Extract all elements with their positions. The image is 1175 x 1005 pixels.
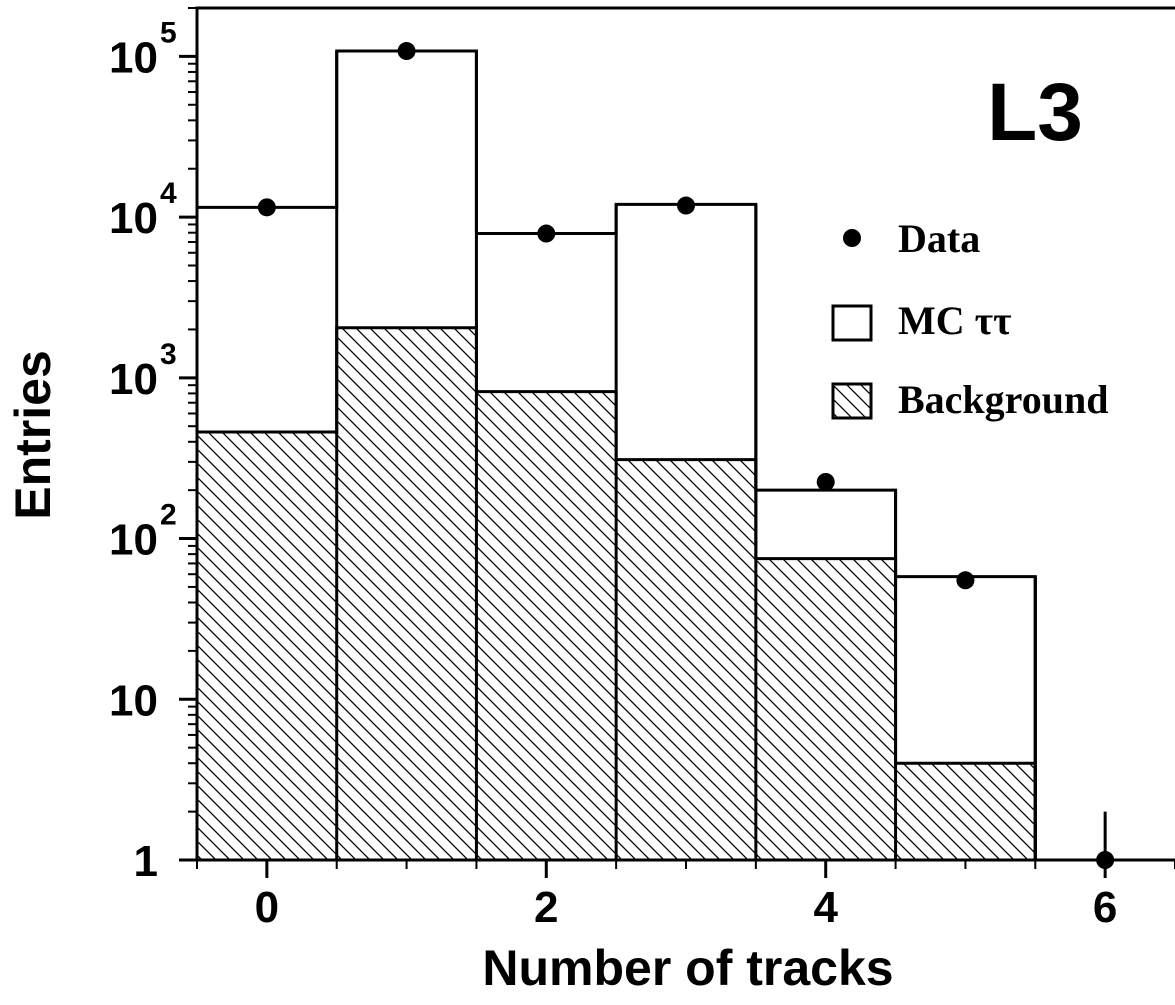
legend-background-label: Background [898, 377, 1108, 422]
background-outline [197, 326, 1175, 862]
background-bar-3 [616, 459, 756, 860]
plot-area [197, 42, 1175, 869]
x-tick-label-1: 2 [534, 883, 558, 932]
y-tick-exponent-5: 5 [160, 16, 177, 49]
x-tick-label-3: 6 [1093, 883, 1117, 932]
data-point-1 [397, 42, 416, 61]
legend-mc-swatch [831, 304, 873, 342]
legend-data-marker [843, 229, 861, 247]
x-axis-title: Number of tracks [482, 940, 893, 996]
y-tick-label-3: 10 [109, 355, 158, 404]
data-point-5 [956, 571, 975, 590]
legend: Data MC ττ Background [831, 216, 1108, 422]
y-tick-label-5: 10 [109, 33, 158, 82]
y-tick-label-4: 10 [109, 194, 158, 243]
data-point-2 [537, 224, 556, 243]
legend-data-label: Data [898, 216, 980, 261]
data-point-4 [816, 472, 835, 491]
y-axis-title: Entries [5, 350, 61, 520]
background-bar-2 [476, 391, 617, 860]
y-tick-label-0: 1 [134, 837, 158, 886]
y-tick-exponent-2: 2 [160, 499, 177, 532]
x-tick-label-2: 4 [813, 883, 838, 932]
background-bar-1 [336, 327, 477, 860]
y-tick-exponent-4: 4 [160, 177, 177, 210]
legend-mc-label: MC ττ [898, 298, 1012, 343]
background-bar-4 [755, 558, 896, 860]
data-point-3 [677, 196, 695, 215]
legend-background-swatch [831, 382, 873, 420]
background-bar-5 [895, 763, 1036, 860]
data-point-0 [257, 198, 276, 217]
y-tick-label-2: 10 [109, 516, 158, 565]
y-tick-label-1: 10 [109, 676, 158, 725]
y-tick-exponent-3: 3 [160, 338, 177, 371]
background-bar-0 [197, 432, 337, 860]
x-tick-label-0: 0 [255, 883, 279, 932]
experiment-label: L3 [987, 67, 1083, 158]
